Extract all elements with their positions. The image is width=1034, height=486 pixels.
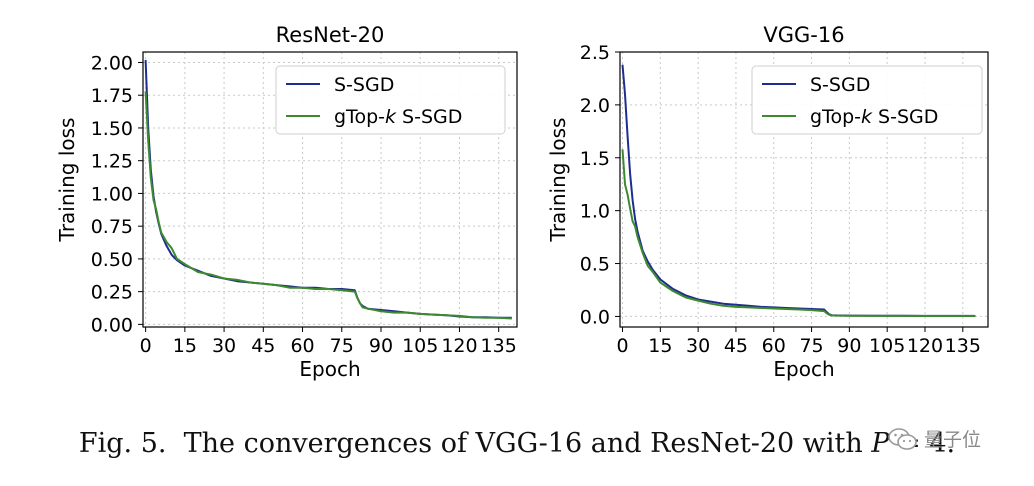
- resnet-xtick-label: 90: [369, 335, 393, 357]
- resnet-ytick-label: 0.00: [91, 314, 133, 336]
- resnet-xtick-label: 45: [251, 335, 275, 357]
- resnet-ytick-label: 0.25: [91, 282, 133, 304]
- vgg-xtick-label: 45: [724, 335, 748, 357]
- resnet-xtick-label: 105: [402, 335, 438, 357]
- resnet-xtick-label: 15: [173, 335, 197, 357]
- watermark: 量子位: [888, 425, 981, 452]
- vgg-y-axis-label: Training loss: [546, 118, 570, 243]
- vgg-x-axis-label: Epoch: [773, 357, 834, 381]
- vgg-xtick-label: 105: [869, 335, 905, 357]
- resnet-ytick-label: 0.75: [91, 216, 133, 238]
- vgg-xtick-label: 15: [648, 335, 672, 357]
- vgg-legend-label: gTop-k S-SGD: [810, 106, 938, 128]
- vgg-ytick-label: 0.5: [580, 254, 610, 276]
- resnet-ytick-label: 0.50: [91, 249, 133, 271]
- vgg-ytick-label: 0.0: [580, 306, 610, 328]
- resnet-plot-frame: [142, 51, 518, 328]
- resnet-xtick-label: 0: [140, 335, 152, 357]
- resnet20-chart: 0 15 30 45 60 75 90 105 120 135 0.00 0.25 0.50 0.75 1.…: [55, 23, 518, 381]
- resnet-xtick-label: 135: [481, 335, 517, 357]
- vgg-xtick-label: 30: [686, 335, 710, 357]
- resnet-ytick-label: 1.00: [91, 183, 133, 205]
- resnet-xtick-label: 60: [290, 335, 314, 357]
- vgg-xtick-label: 0: [616, 335, 628, 357]
- caption-prefix: Fig. 5.: [78, 428, 167, 459]
- vgg-plot-frame: [619, 51, 989, 328]
- vgg-ytick-label: 1.5: [580, 148, 610, 170]
- vgg16-chart: 0 15 30 45 60 75 90 105 120 135 0.0 0.5 1.0 1.5 2.0 2.5…: [546, 23, 989, 381]
- resnet-xtick-label: 75: [330, 335, 354, 357]
- resnet-chart-title: ResNet-20: [276, 23, 385, 47]
- resnet-legend-label: gTop-k S-SGD: [334, 106, 462, 128]
- vgg-series-gtopk-s-sgd-line: [621, 149, 976, 317]
- caption-text: The convergences of VGG-16 and ResNet-20…: [183, 428, 863, 459]
- resnet-ytick-label: 2.00: [91, 52, 133, 74]
- vgg-ytick-label: 1.0: [580, 201, 610, 223]
- vgg-ytick-label: 2.0: [580, 95, 610, 117]
- resnet-xtick-label: 120: [441, 335, 477, 357]
- resnet-xtick-label: 30: [212, 335, 236, 357]
- resnet-ytick-label: 1.75: [91, 85, 133, 107]
- vgg-xtick-label: 120: [907, 335, 943, 357]
- caption-variable: P: [871, 428, 890, 459]
- vgg-xtick-label: 90: [837, 335, 861, 357]
- wechat-icon: [888, 427, 917, 450]
- resnet-series-gtopk-s-sgd-line: [144, 91, 512, 320]
- resnet-x-axis-label: Epoch: [299, 357, 360, 381]
- vgg-xtick-label: 135: [945, 335, 981, 357]
- vgg-ytick-label: 2.5: [580, 42, 610, 64]
- resnet-y-axis-label: Training loss: [55, 118, 79, 243]
- resnet-legend-label: S-SGD: [334, 74, 394, 96]
- resnet-ytick-label: 1.50: [91, 118, 133, 140]
- vgg-legend-label: S-SGD: [810, 74, 870, 96]
- vgg-xtick-label: 75: [799, 335, 823, 357]
- resnet-ytick-label: 1.25: [91, 151, 133, 173]
- watermark-text: 量子位: [924, 429, 982, 451]
- vgg-legend-box: [751, 65, 983, 135]
- vgg-chart-title: VGG-16: [763, 23, 844, 47]
- resnet-legend-box: [275, 65, 506, 135]
- figure-caption: Fig. 5. The convergences of VGG-16 and R…: [0, 428, 1034, 459]
- vgg-xtick-label: 60: [762, 335, 786, 357]
